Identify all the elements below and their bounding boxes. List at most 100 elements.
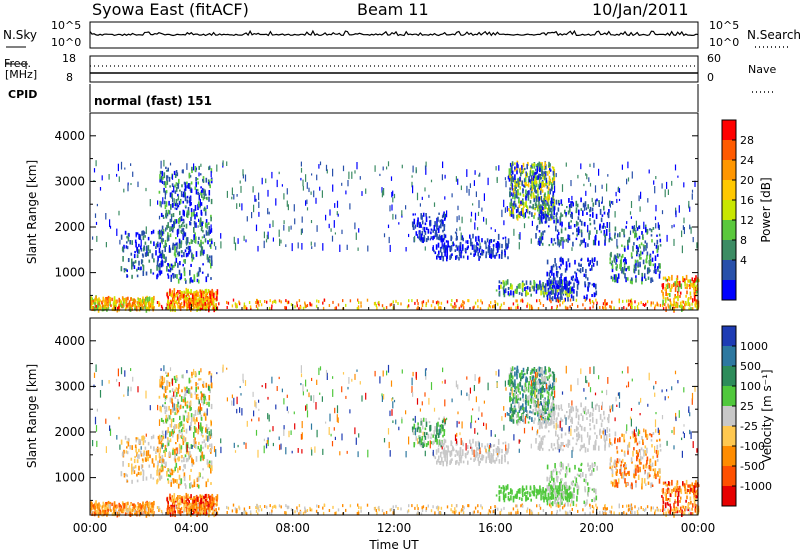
data-cell [516,373,518,380]
data-cell [179,304,182,310]
data-cell [504,458,506,463]
data-cell [538,198,541,201]
data-cell [451,458,453,461]
data-cell [514,389,517,396]
data-cell [626,178,628,185]
data-cell [177,228,180,234]
data-cell [549,383,551,389]
data-cell [187,252,189,257]
data-cell [300,167,303,173]
data-cell [438,460,440,464]
data-cell [216,494,219,500]
data-cell [142,470,145,476]
data-cell [510,182,513,185]
data-cell [91,305,93,309]
data-cell [190,202,192,206]
data-cell [511,382,513,386]
data-cell [631,305,633,309]
data-cell [177,398,179,402]
data-cell [454,249,457,253]
data-cell [291,243,293,252]
data-cell [687,284,689,288]
data-cell [136,249,139,254]
data-cell [122,506,125,512]
data-cell [500,303,503,307]
data-cell [434,231,437,238]
data-cell [629,299,632,303]
data-cell [93,306,96,312]
data-cell [546,202,549,205]
data-cell [439,225,441,229]
data-cell [549,181,551,185]
data-cell [656,253,659,257]
data-cell [174,451,176,455]
data-cell [692,280,695,286]
data-cell [644,245,646,249]
data-cell [169,269,172,273]
data-cell [675,210,677,218]
data-cell [470,443,472,447]
data-cell [131,274,133,279]
data-cell [655,176,657,180]
data-cell [421,425,424,430]
data-cell [585,273,587,279]
data-cell [339,244,341,252]
data-cell [446,248,448,253]
data-cell [528,179,531,183]
data-cell [186,290,188,296]
data-cell [130,502,132,506]
data-cell [417,426,420,430]
data-cell [666,296,669,300]
data-cell [182,414,185,421]
data-cell [615,258,618,263]
data-cell [477,457,479,462]
data-cell [141,303,143,308]
data-cell [429,219,432,226]
data-cell [636,237,639,241]
data-cell [207,240,209,245]
data-cell [203,393,205,399]
data-cell [174,448,176,454]
data-cell [589,218,591,222]
data-cell [319,161,322,166]
data-cell [563,279,566,285]
data-cell [576,203,579,208]
data-cell [518,291,521,295]
data-cell [505,243,507,250]
data-cell [615,274,617,280]
data-cell [191,240,193,244]
data-cell [210,291,213,298]
data-cell [433,235,435,239]
data-cell [566,281,568,285]
data-cell [572,241,574,247]
data-cell [199,289,201,294]
data-cell [550,286,553,291]
data-cell [661,183,663,189]
data-cell [636,259,639,263]
data-cell [535,203,538,208]
data-cell [177,304,179,309]
data-cell [687,298,689,304]
data-cell [535,180,538,184]
data-cell [189,297,192,301]
data-cell [436,234,438,240]
data-cell [544,175,546,181]
data-cell [691,189,694,193]
data-cell [539,280,541,286]
data-cell [521,413,523,418]
data-cell [203,208,205,212]
data-cell [525,173,527,178]
data-cell [496,176,498,183]
data-cell [683,182,685,188]
data-cell [458,250,461,253]
data-cell [548,204,550,209]
data-cell [543,183,546,188]
data-cell [213,242,216,247]
data-cell [609,253,612,257]
data-cell [177,495,179,500]
data-cell [130,183,132,186]
data-cell [542,304,545,307]
data-cell [437,302,439,306]
data-cell [419,203,421,207]
data-cell [178,200,181,205]
